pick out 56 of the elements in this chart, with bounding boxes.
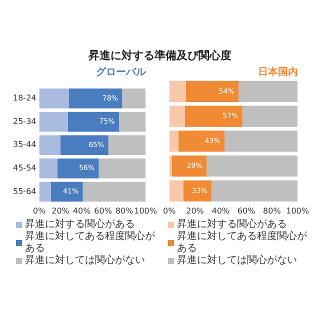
x-tick-label: 0% [162, 206, 176, 216]
bar [183, 180, 212, 202]
bar [39, 135, 61, 156]
x-tick-label: 0% [32, 206, 46, 216]
bar [172, 156, 207, 177]
bar [206, 156, 298, 177]
bar [169, 180, 184, 202]
legend-label: 昇進に対してある程度関心がある [25, 231, 156, 254]
x-tick-label: 40% [212, 206, 230, 216]
legend-label: 昇進に対する関心がある [25, 219, 135, 230]
bar [50, 182, 83, 202]
chart-subtitle: 日本国内 [257, 66, 299, 79]
chart-subtitle: グローバル [95, 66, 148, 79]
x-tick-label: 100% [286, 206, 310, 216]
bar [169, 130, 178, 152]
bar [82, 182, 146, 202]
bar [186, 80, 239, 102]
x-tick-label: 40% [72, 206, 92, 216]
bar [169, 80, 186, 102]
bar [108, 135, 146, 156]
bar [238, 80, 298, 102]
legend-label: 昇進に対しては関心がない [177, 255, 297, 267]
bar [169, 156, 172, 177]
bar [184, 106, 242, 127]
bar [39, 158, 58, 178]
y-tick-label: 55-64 [12, 186, 36, 196]
bar [98, 158, 146, 178]
x-tick-label: 20% [186, 206, 204, 216]
bar [69, 88, 122, 108]
bar [60, 135, 108, 156]
y-tick-label: 35-44 [12, 140, 36, 150]
x-tick-label: 80% [115, 206, 134, 216]
bar [178, 130, 224, 152]
bar [242, 106, 298, 127]
x-tick-label: 60% [94, 206, 112, 216]
bar [39, 112, 68, 132]
y-tick-label: 25-34 [12, 116, 36, 126]
x-tick-label: 100% [134, 206, 158, 216]
bar [212, 180, 298, 202]
legend-label: 昇進に対しては関心がない [25, 255, 145, 267]
bar [57, 158, 99, 178]
bar [169, 106, 185, 127]
bar [118, 112, 146, 132]
x-tick-label: 80% [263, 206, 282, 216]
x-tick-label: 20% [52, 206, 70, 216]
y-tick-label: 45-54 [12, 164, 36, 172]
legend-label: 昇進に対する関心がある [177, 219, 287, 230]
legend-label: 昇進に対してある程度関心がある [177, 231, 308, 254]
chart-title: 昇進に対する準備及び関心度 [88, 48, 232, 63]
bar [39, 88, 70, 108]
bar [122, 88, 146, 108]
bar [224, 130, 298, 152]
bar [68, 112, 119, 132]
bar [39, 182, 51, 202]
y-tick-label: 18-24 [12, 94, 36, 103]
x-tick-label: 60% [237, 206, 256, 216]
